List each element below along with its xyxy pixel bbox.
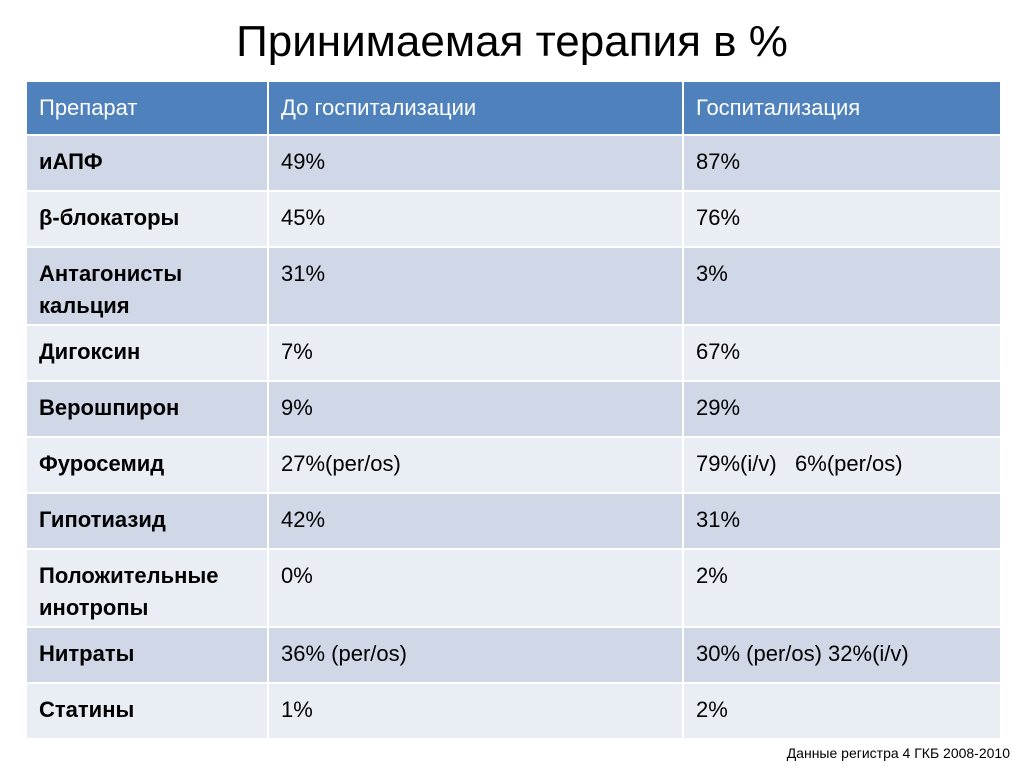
- table-header-row: Препарат До госпитализации Госпитализаци…: [25, 80, 1002, 136]
- during-cell: 29%: [682, 380, 1002, 438]
- table-row: β-блокаторы 45% 76%: [25, 190, 1002, 248]
- drug-cell: β-блокаторы: [25, 190, 269, 248]
- header-before-hospitalization: До госпитализации: [267, 80, 684, 136]
- header-hospitalization: Госпитализация: [682, 80, 1002, 136]
- drug-cell: Антагонисты кальция: [25, 246, 269, 326]
- table-row: Верошпирон 9% 29%: [25, 380, 1002, 438]
- header-drug: Препарат: [25, 80, 269, 136]
- table-row: Нитраты 36% (per/os) 30% (per/os) 32%(i/…: [25, 626, 1002, 684]
- before-cell: 49%: [267, 134, 684, 192]
- during-cell: 67%: [682, 324, 1002, 382]
- before-cell: 9%: [267, 380, 684, 438]
- during-cell: 3%: [682, 246, 1002, 326]
- table-row: иАПФ 49% 87%: [25, 134, 1002, 192]
- drug-cell: Верошпирон: [25, 380, 269, 438]
- during-cell: 2%: [682, 682, 1002, 740]
- drug-cell: Положительные инотропы: [25, 548, 269, 628]
- therapy-table-container: Препарат До госпитализации Госпитализаци…: [25, 80, 1002, 740]
- therapy-table: Препарат До госпитализации Госпитализаци…: [25, 80, 1002, 740]
- before-cell: 45%: [267, 190, 684, 248]
- before-cell: 1%: [267, 682, 684, 740]
- before-cell: 7%: [267, 324, 684, 382]
- drug-cell: иАПФ: [25, 134, 269, 192]
- table-row: Гипотиазид 42% 31%: [25, 492, 1002, 550]
- during-cell: 30% (per/os) 32%(i/v): [682, 626, 1002, 684]
- table-row: Статины 1% 2%: [25, 682, 1002, 740]
- during-cell: 79%(i/v) 6%(per/os): [682, 436, 1002, 494]
- table-row: Дигоксин 7% 67%: [25, 324, 1002, 382]
- before-cell: 42%: [267, 492, 684, 550]
- before-cell: 0%: [267, 548, 684, 628]
- table-row: Фуросемид 27%(per/os) 79%(i/v) 6%(per/os…: [25, 436, 1002, 494]
- source-footnote: Данные регистра 4 ГКБ 2008-2010: [786, 745, 1010, 761]
- drug-cell: Дигоксин: [25, 324, 269, 382]
- during-cell: 31%: [682, 492, 1002, 550]
- table-row: Положительные инотропы 0% 2%: [25, 548, 1002, 628]
- during-cell: 2%: [682, 548, 1002, 628]
- before-cell: 31%: [267, 246, 684, 326]
- during-cell: 76%: [682, 190, 1002, 248]
- drug-cell: Статины: [25, 682, 269, 740]
- drug-cell: Гипотиазид: [25, 492, 269, 550]
- table-row: Антагонисты кальция 31% 3%: [25, 246, 1002, 326]
- drug-cell: Фуросемид: [25, 436, 269, 494]
- page-title: Принимаемая терапия в %: [236, 17, 788, 66]
- drug-cell: Нитраты: [25, 626, 269, 684]
- before-cell: 36% (per/os): [267, 626, 684, 684]
- during-cell: 87%: [682, 134, 1002, 192]
- before-cell: 27%(per/os): [267, 436, 684, 494]
